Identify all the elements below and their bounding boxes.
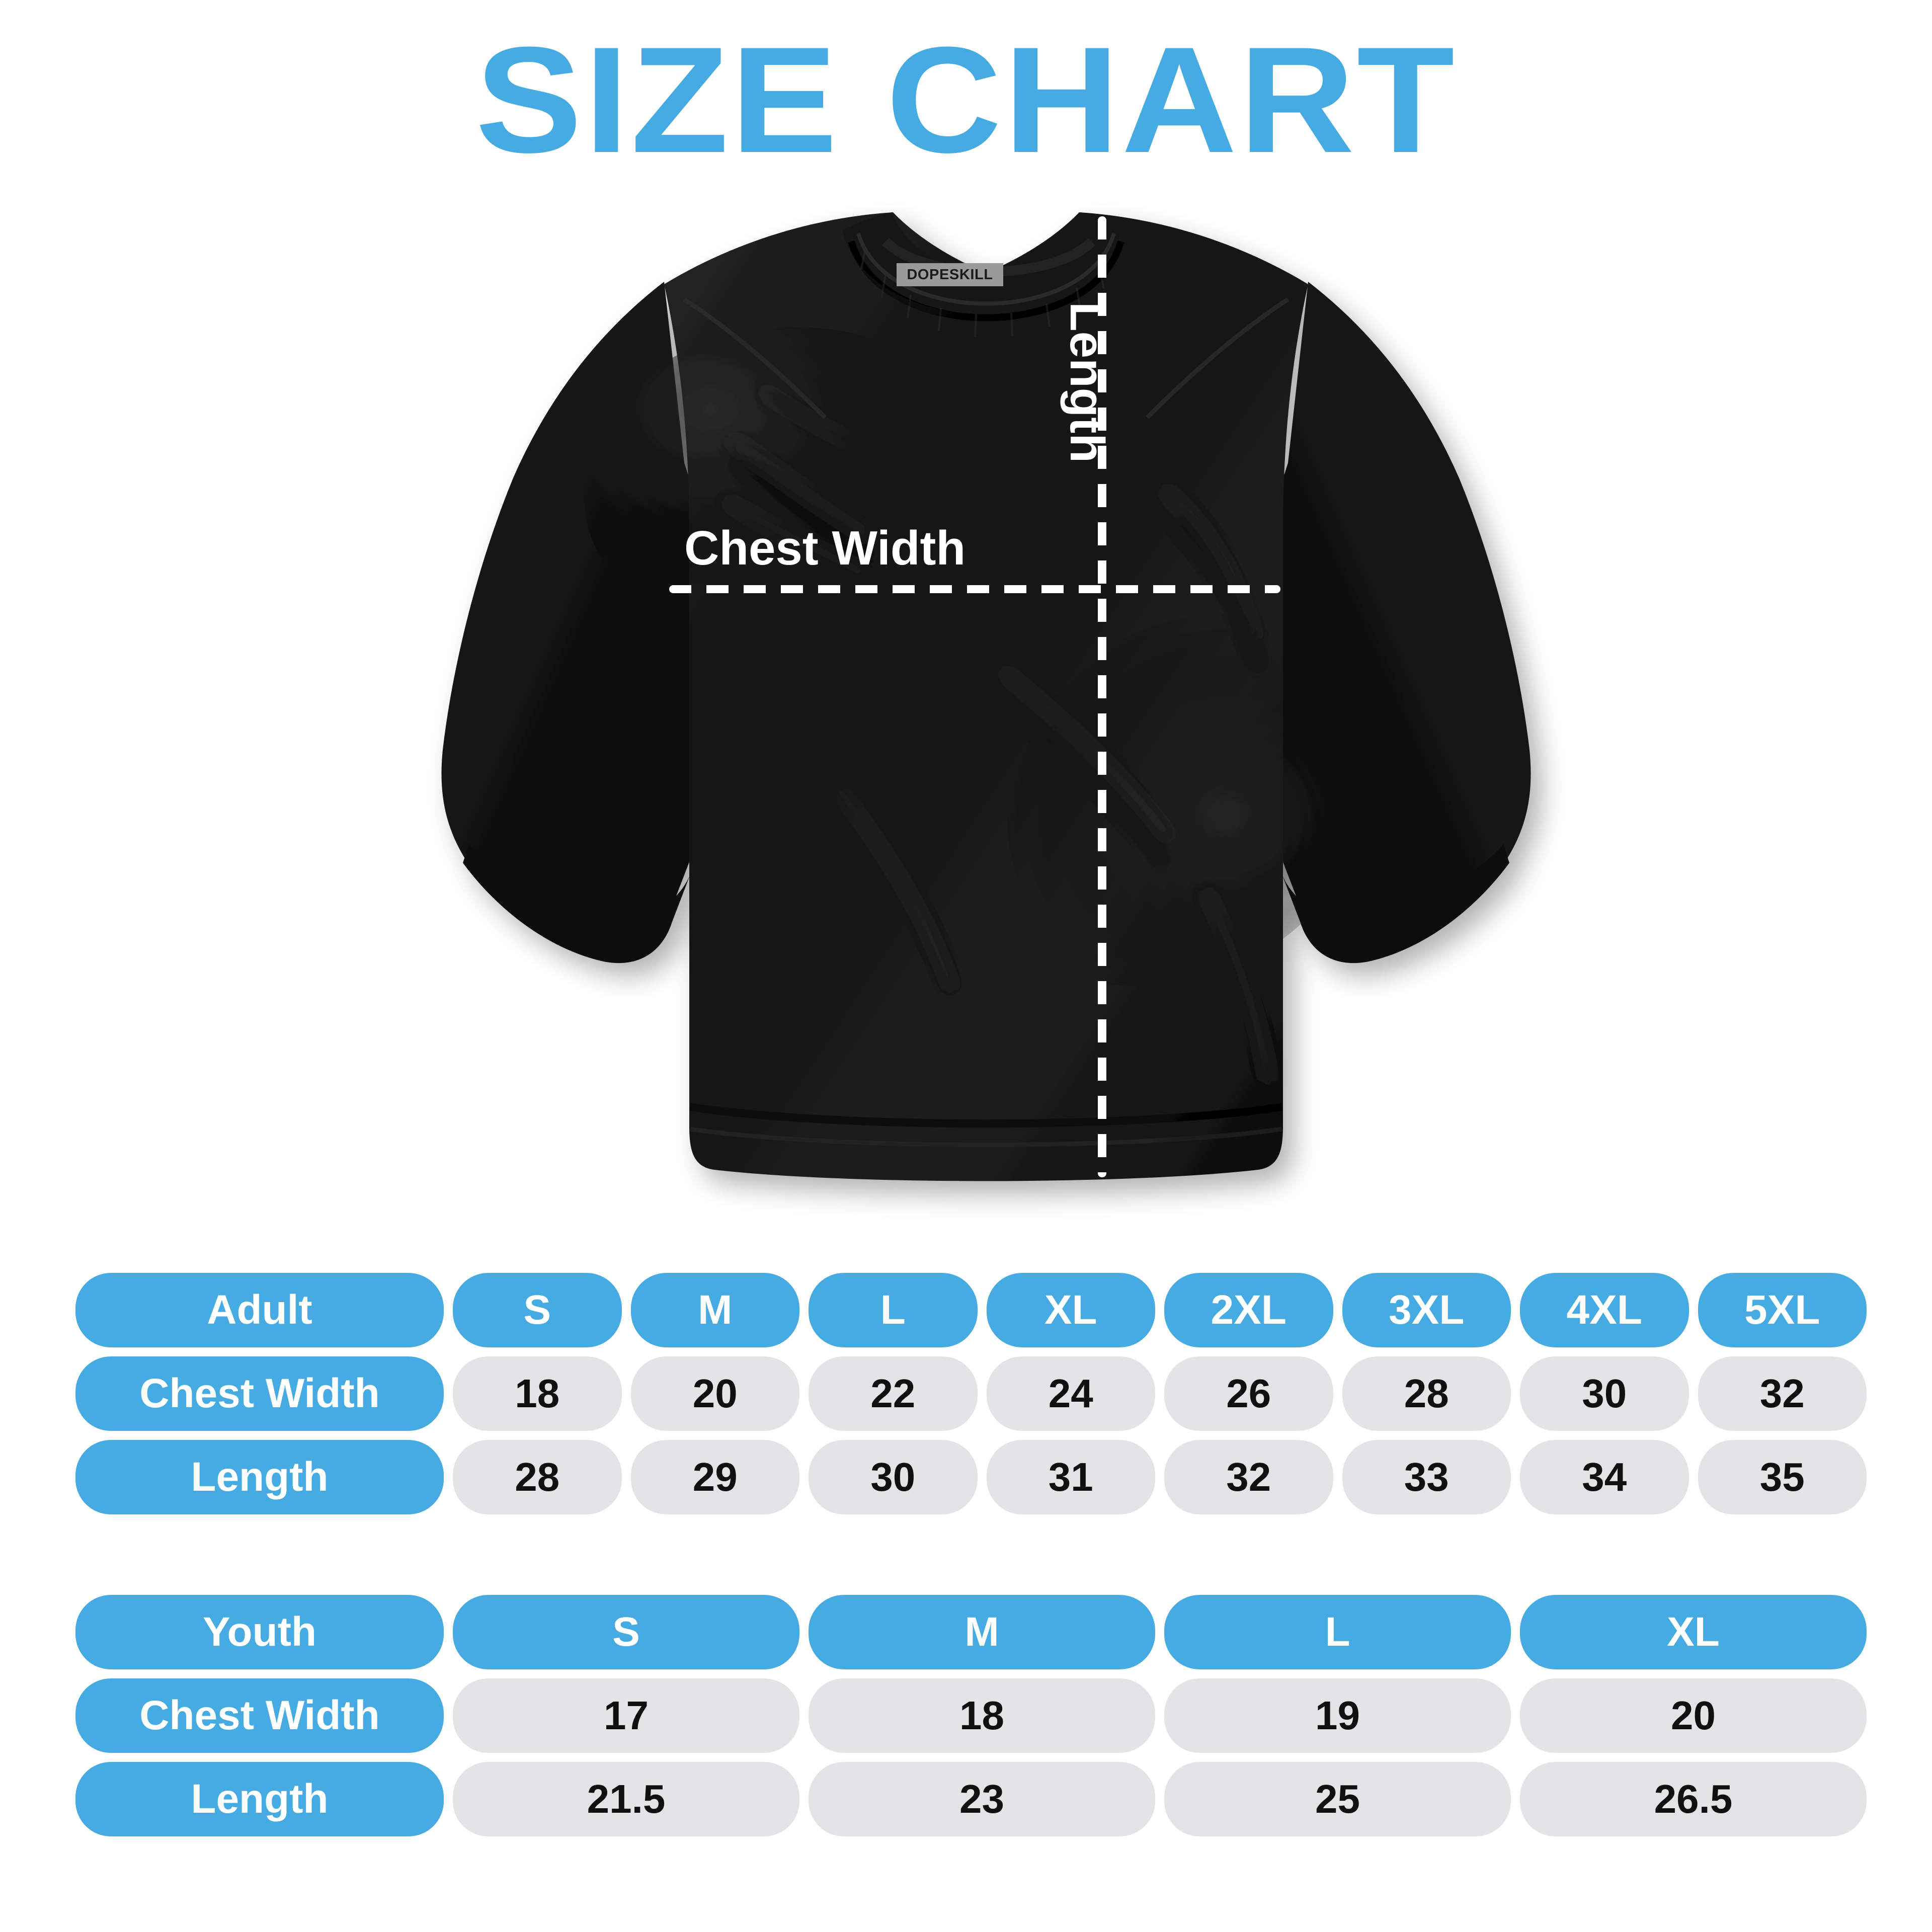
adult-length-4xl: 34 (1520, 1440, 1689, 1514)
adult-size-table: Adult S M L XL 2XL 3XL 4XL 5XL Chest Wid… (75, 1273, 1867, 1514)
adult-chest-width-label: Chest Width (75, 1356, 444, 1431)
adult-header-label: Adult (75, 1273, 444, 1347)
adult-chest-width-row: Chest Width 18 20 22 24 26 28 30 32 (75, 1356, 1867, 1431)
adult-chest-width-xl: 24 (986, 1356, 1155, 1431)
adult-size-m: M (630, 1273, 799, 1347)
long-sleeve-tee-graphic (441, 212, 1531, 1181)
adult-length-m: 29 (630, 1440, 799, 1514)
youth-header-label: Youth (75, 1595, 444, 1669)
adult-length-2xl: 32 (1164, 1440, 1333, 1514)
adult-length-3xl: 33 (1342, 1440, 1511, 1514)
youth-length-label: Length (75, 1762, 444, 1836)
youth-length-row: Length 21.5 23 25 26.5 (75, 1762, 1867, 1836)
adult-chest-width-s: 18 (453, 1356, 622, 1431)
page-title: SIZE CHART (475, 15, 1457, 184)
length-dashed-line (1098, 216, 1106, 1177)
youth-size-xl: XL (1520, 1595, 1867, 1669)
adult-header-row: Adult S M L XL 2XL 3XL 4XL 5XL (75, 1273, 1867, 1347)
adult-length-s: 28 (453, 1440, 622, 1514)
youth-chest-width-row: Chest Width 17 18 19 20 (75, 1678, 1867, 1753)
youth-chest-width-s: 17 (453, 1678, 799, 1753)
garment-illustration (382, 181, 1590, 1238)
adult-length-row: Length 28 29 30 31 32 33 34 35 (75, 1440, 1867, 1514)
youth-length-m: 23 (809, 1762, 1155, 1836)
adult-length-l: 30 (809, 1440, 978, 1514)
adult-length-5xl: 35 (1698, 1440, 1867, 1514)
adult-size-4xl: 4XL (1520, 1273, 1689, 1347)
youth-chest-width-m: 18 (809, 1678, 1155, 1753)
adult-size-xl: XL (986, 1273, 1155, 1347)
adult-chest-width-l: 22 (809, 1356, 978, 1431)
chest-width-annotation: Chest Width (684, 521, 966, 575)
youth-chest-width-xl: 20 (1520, 1678, 1867, 1753)
adult-length-label: Length (75, 1440, 444, 1514)
adult-size-s: S (453, 1273, 622, 1347)
youth-length-xl: 26.5 (1520, 1762, 1867, 1836)
youth-length-l: 25 (1164, 1762, 1511, 1836)
length-annotation: Length (1060, 302, 1114, 463)
brand-label: DOPESKILL (897, 263, 1003, 286)
adult-length-xl: 31 (986, 1440, 1155, 1514)
adult-size-2xl: 2XL (1164, 1273, 1333, 1347)
chest-width-dashed-line (669, 585, 1280, 593)
youth-size-m: M (809, 1595, 1155, 1669)
youth-header-row: Youth S M L XL (75, 1595, 1867, 1669)
youth-length-s: 21.5 (453, 1762, 799, 1836)
adult-size-l: L (809, 1273, 978, 1347)
adult-chest-width-m: 20 (630, 1356, 799, 1431)
adult-chest-width-2xl: 26 (1164, 1356, 1333, 1431)
adult-chest-width-3xl: 28 (1342, 1356, 1511, 1431)
youth-size-table: Youth S M L XL Chest Width 17 18 19 20 L… (75, 1595, 1867, 1836)
youth-size-l: L (1164, 1595, 1511, 1669)
youth-size-s: S (453, 1595, 799, 1669)
adult-chest-width-5xl: 32 (1698, 1356, 1867, 1431)
adult-size-5xl: 5XL (1698, 1273, 1867, 1347)
adult-size-3xl: 3XL (1342, 1273, 1511, 1347)
youth-chest-width-l: 19 (1164, 1678, 1511, 1753)
adult-chest-width-4xl: 30 (1520, 1356, 1689, 1431)
youth-chest-width-label: Chest Width (75, 1678, 444, 1753)
